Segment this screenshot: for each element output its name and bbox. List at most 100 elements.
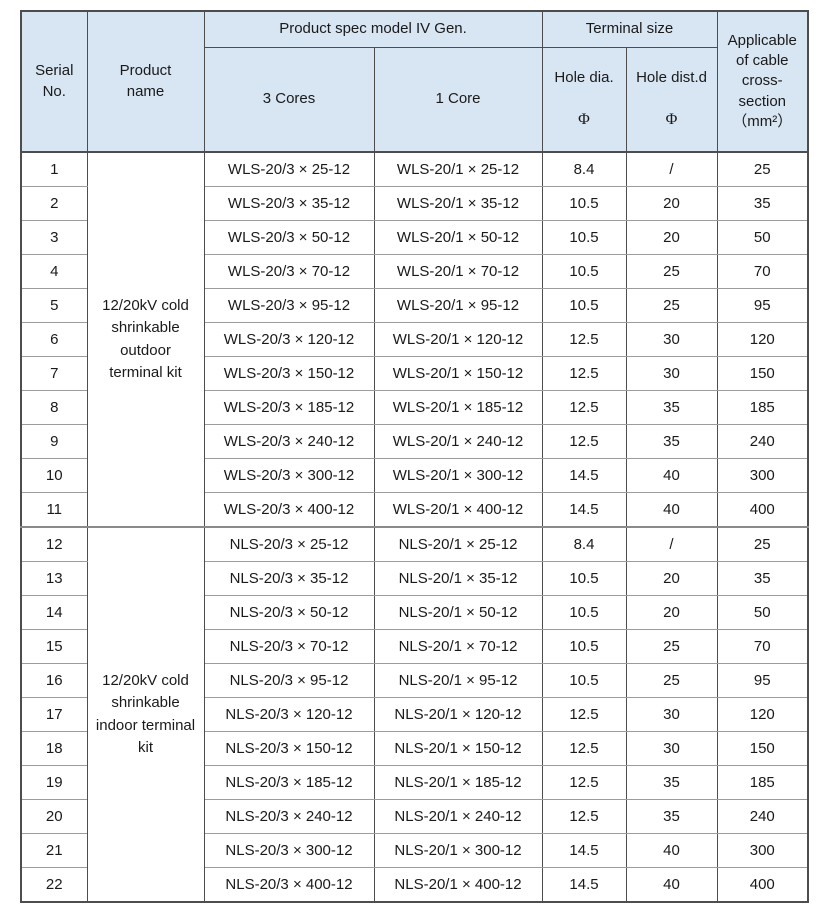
hole-dia-cell: 12.5 [541, 731, 627, 767]
cross-section-cell: 120 [716, 322, 809, 358]
model-3cores-cell: WLS-20/3 × 25-12 [203, 151, 375, 188]
model-1core-cell: WLS-20/1 × 25-12 [373, 151, 543, 188]
cross-section-cell: 150 [716, 356, 809, 392]
model-1core-cell: WLS-20/1 × 70-12 [373, 254, 543, 290]
cross-section-cell: 25 [716, 151, 809, 188]
model-3cores-cell: WLS-20/3 × 240-12 [203, 424, 375, 460]
serial-cell: 22 [20, 867, 88, 903]
model-3cores-cell: NLS-20/3 × 50-12 [203, 595, 375, 631]
model-3cores-cell: WLS-20/3 × 50-12 [203, 220, 375, 256]
cross-section-cell: 240 [716, 424, 809, 460]
header-3-cores: 3 Cores [203, 46, 375, 153]
model-1core-cell: WLS-20/1 × 400-12 [373, 492, 543, 528]
hole-dia-cell: 12.5 [541, 799, 627, 835]
header-product-name: Product name [86, 10, 205, 153]
serial-cell: 3 [20, 220, 88, 256]
hole-dia-cell: 12.5 [541, 424, 627, 460]
model-1core-cell: NLS-20/1 × 25-12 [373, 526, 543, 563]
cross-section-cell: 400 [716, 867, 809, 903]
hole-dia-cell: 12.5 [541, 356, 627, 392]
model-3cores-cell: WLS-20/3 × 35-12 [203, 186, 375, 222]
serial-cell: 12 [20, 526, 88, 563]
serial-cell: 5 [20, 288, 88, 324]
hole-dist-cell: 30 [625, 356, 718, 392]
hole-dist-label: Hole dist.d [636, 68, 707, 86]
model-3cores-cell: WLS-20/3 × 120-12 [203, 322, 375, 358]
cross-section-cell: 150 [716, 731, 809, 767]
header-terminal-size-group: Terminal size [541, 10, 718, 48]
model-1core-cell: NLS-20/1 × 35-12 [373, 561, 543, 597]
model-1core-cell: NLS-20/1 × 95-12 [373, 663, 543, 699]
header-hole-dia: Hole dia. Φ [541, 46, 627, 153]
table-row: 5 WLS-20/3 × 95-12 WLS-20/1 × 95-12 10.5… [20, 288, 809, 324]
hole-dist-cell: 20 [625, 561, 718, 597]
header-1-core: 1 Core [373, 46, 543, 153]
table-row: 11 WLS-20/3 × 400-12 WLS-20/1 × 400-12 1… [20, 492, 809, 528]
model-3cores-cell: WLS-20/3 × 400-12 [203, 492, 375, 528]
model-3cores-cell: WLS-20/3 × 70-12 [203, 254, 375, 290]
cross-section-cell: 35 [716, 561, 809, 597]
cross-section-cell: 300 [716, 458, 809, 494]
table-row: 16 NLS-20/3 × 95-12 NLS-20/1 × 95-12 10.… [20, 663, 809, 699]
hole-dist-cell: 30 [625, 697, 718, 733]
model-1core-cell: WLS-20/1 × 185-12 [373, 390, 543, 426]
hole-dist-cell: 40 [625, 867, 718, 903]
table-row: 1 12/20kV cold shrinkable outdoor termin… [20, 151, 809, 528]
serial-cell: 13 [20, 561, 88, 597]
model-1core-cell: NLS-20/1 × 300-12 [373, 833, 543, 869]
hole-dist-cell: 20 [625, 595, 718, 631]
table-row: 3 WLS-20/3 × 50-12 WLS-20/1 × 50-12 10.5… [20, 220, 809, 256]
cross-section-cell: 95 [716, 663, 809, 699]
hole-dia-cell: 10.5 [541, 595, 627, 631]
header-row-subcolumns: 3 Cores 1 Core Hole dia. Φ Hole dist.d Φ [21, 46, 808, 153]
serial-cell: 6 [20, 322, 88, 358]
cross-section-cell: 70 [716, 629, 809, 665]
serial-cell: 7 [20, 356, 88, 392]
hole-dia-cell: 12.5 [541, 697, 627, 733]
model-1core-cell: NLS-20/1 × 120-12 [373, 697, 543, 733]
header-applicable-cross-section: Applicable of cable cross- section （mm²） [716, 10, 809, 153]
hole-dia-cell: 12.5 [541, 390, 627, 426]
cross-section-cell: 120 [716, 697, 809, 733]
hole-dist-cell: 40 [625, 833, 718, 869]
cross-section-cell: 300 [716, 833, 809, 869]
table-row: 12 12/20kV cold shrinkable indoor termin… [20, 526, 809, 903]
hole-dia-label: Hole dia. [554, 68, 614, 86]
model-1core-cell: WLS-20/1 × 95-12 [373, 288, 543, 324]
hole-dia-cell: 12.5 [541, 765, 627, 801]
hole-dia-cell: 14.5 [541, 867, 627, 903]
model-3cores-cell: NLS-20/3 × 35-12 [203, 561, 375, 597]
table-row: 18 NLS-20/3 × 150-12 NLS-20/1 × 150-12 1… [20, 731, 809, 767]
cross-section-cell: 400 [716, 492, 809, 528]
model-1core-cell: WLS-20/1 × 35-12 [373, 186, 543, 222]
model-1core-cell: WLS-20/1 × 120-12 [373, 322, 543, 358]
model-1core-cell: NLS-20/1 × 70-12 [373, 629, 543, 665]
table-row: 4 WLS-20/3 × 70-12 WLS-20/1 × 70-12 10.5… [20, 254, 809, 290]
model-3cores-cell: NLS-20/3 × 95-12 [203, 663, 375, 699]
serial-cell: 21 [20, 833, 88, 869]
cross-section-cell: 185 [716, 390, 809, 426]
hole-dia-cell: 14.5 [541, 492, 627, 528]
table-row: 17 NLS-20/3 × 120-12 NLS-20/1 × 120-12 1… [20, 697, 809, 733]
table-row: 7 WLS-20/3 × 150-12 WLS-20/1 × 150-12 12… [20, 356, 809, 392]
cross-section-cell: 95 [716, 288, 809, 324]
table-header: Serial No. Product name Product spec mod… [20, 10, 809, 153]
hole-dist-cell: / [625, 526, 718, 563]
header-serial-no: Serial No. [20, 10, 88, 153]
model-3cores-cell: NLS-20/3 × 300-12 [203, 833, 375, 869]
model-3cores-cell: NLS-20/3 × 25-12 [203, 526, 375, 563]
hole-dist-cell: 20 [625, 220, 718, 256]
hole-dist-cell: 35 [625, 799, 718, 835]
model-1core-cell: WLS-20/1 × 50-12 [373, 220, 543, 256]
serial-cell: 20 [20, 799, 88, 835]
hole-dia-cell: 14.5 [541, 458, 627, 494]
table-row: 13 NLS-20/3 × 35-12 NLS-20/1 × 35-12 10.… [20, 561, 809, 597]
serial-cell: 2 [20, 186, 88, 222]
cross-section-cell: 240 [716, 799, 809, 835]
serial-cell: 4 [20, 254, 88, 290]
hole-dist-cell: 35 [625, 424, 718, 460]
table-row: 15 NLS-20/3 × 70-12 NLS-20/1 × 70-12 10.… [20, 629, 809, 665]
hole-dist-cell: / [625, 151, 718, 188]
hole-dia-cell: 10.5 [541, 254, 627, 290]
hole-dist-cell: 20 [625, 186, 718, 222]
